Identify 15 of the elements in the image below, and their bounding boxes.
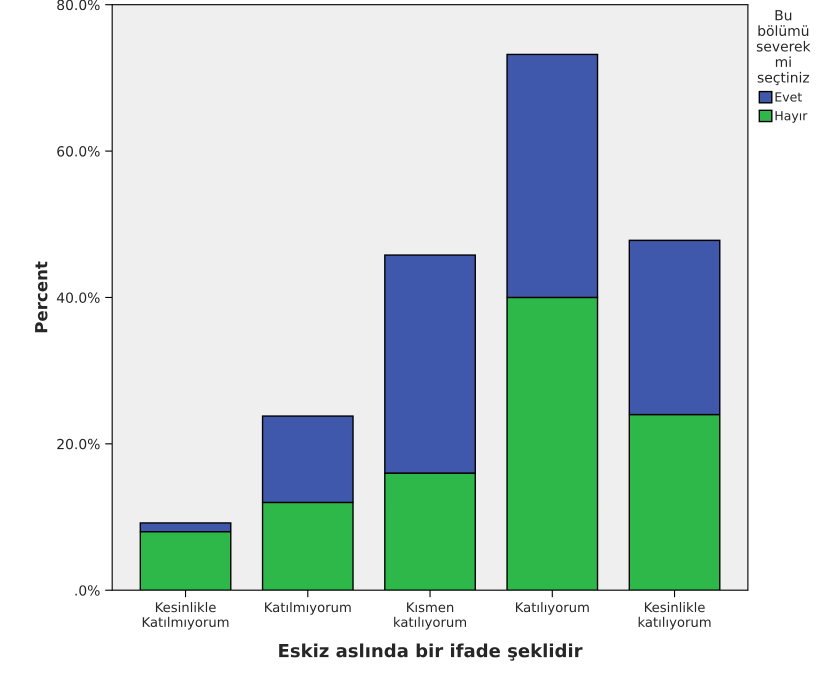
- legend-label: Hayır: [776, 111, 808, 123]
- y-tick-label: .0%: [75, 585, 100, 596]
- y-tick-label: 80.0%: [57, 0, 100, 10]
- x-tick-label: Kısmen katılıyorum: [394, 602, 466, 630]
- y-tick-label: 20.0%: [57, 438, 100, 450]
- y-tick-label: 60.0%: [57, 146, 100, 157]
- legend-title: Bu bölümü severek mi seçtiniz: [756, 10, 811, 86]
- x-axis-title: Eskiz aslında bir ifade şeklidir: [279, 643, 582, 661]
- y-axis-title: Percent: [35, 261, 48, 332]
- x-tick-label: Kesinlikle Katılmıyorum: [142, 602, 228, 630]
- legend-label: Evet: [776, 92, 802, 102]
- x-tick-label: Katılıyorum: [516, 602, 589, 615]
- x-tick-label: Kesinlikle katılıyorum: [638, 602, 711, 630]
- y-tick-label: 40.0%: [56, 292, 100, 303]
- x-tick-label: Katılmıyorum: [265, 602, 351, 615]
